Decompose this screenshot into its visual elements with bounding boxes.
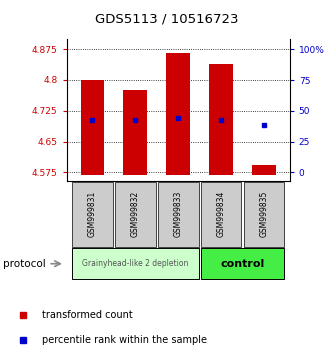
FancyBboxPatch shape (243, 182, 284, 247)
Bar (166, 53, 190, 175)
Bar (124, 90, 147, 175)
Bar (252, 165, 276, 175)
Text: GSM999832: GSM999832 (131, 191, 140, 237)
FancyBboxPatch shape (72, 249, 198, 279)
Text: GSM999834: GSM999834 (216, 191, 225, 238)
Text: Grainyhead-like 2 depletion: Grainyhead-like 2 depletion (82, 259, 188, 268)
Text: protocol: protocol (3, 259, 46, 269)
Text: GSM999831: GSM999831 (88, 191, 97, 237)
Text: GDS5113 / 10516723: GDS5113 / 10516723 (95, 12, 238, 25)
FancyBboxPatch shape (72, 182, 113, 247)
Text: GSM999833: GSM999833 (173, 191, 183, 238)
FancyBboxPatch shape (201, 249, 284, 279)
Text: transformed count: transformed count (42, 310, 133, 320)
Text: percentile rank within the sample: percentile rank within the sample (42, 335, 206, 344)
Text: GSM999835: GSM999835 (259, 191, 268, 238)
FancyBboxPatch shape (115, 182, 156, 247)
FancyBboxPatch shape (158, 182, 198, 247)
FancyBboxPatch shape (201, 182, 241, 247)
Bar (81, 80, 104, 175)
Bar (209, 64, 233, 175)
Text: control: control (220, 259, 265, 269)
